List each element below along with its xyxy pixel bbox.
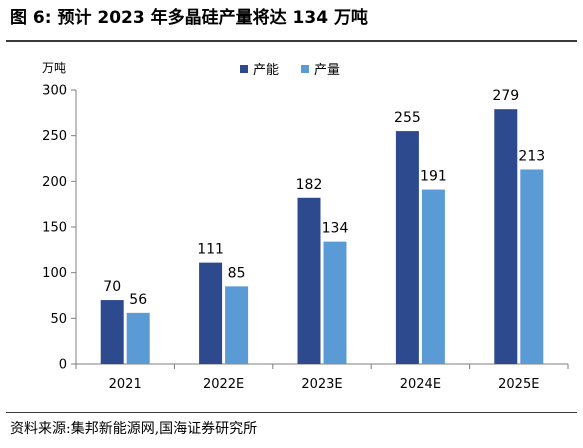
x-tick-label: 2025E <box>498 377 539 392</box>
chart-title: 图 6: 预计 2023 年多晶硅产量将达 134 万吨 <box>10 8 368 28</box>
bar-capacity <box>297 197 321 364</box>
bar-output <box>520 169 544 364</box>
bar-capacity <box>100 300 124 364</box>
data-label-output: 191 <box>420 169 447 185</box>
y-tick-label: 250 <box>42 129 67 144</box>
x-tick-label: 2024E <box>400 377 441 392</box>
bar-output <box>421 189 445 364</box>
x-tick-label: 2023E <box>301 377 342 392</box>
x-axis: 2021 2022E 2023E 2024E 2025E <box>75 363 569 392</box>
legend-label-capacity: 产能 <box>253 63 279 78</box>
y-tick-label: 50 <box>50 312 67 327</box>
y-axis-unit-label: 万吨 <box>42 61 66 75</box>
title-divider <box>6 40 577 42</box>
bar-output <box>126 312 150 364</box>
bar-capacity <box>494 109 518 365</box>
bar-output <box>225 286 249 364</box>
y-tick-label: 100 <box>42 266 67 281</box>
y-tick-label: 300 <box>42 84 67 99</box>
data-label-output: 56 <box>129 292 147 308</box>
y-tick-label: 200 <box>42 175 67 190</box>
legend-swatch-capacity <box>240 65 248 73</box>
bar-output <box>323 241 347 364</box>
y-tick-label: 150 <box>42 221 67 236</box>
legend-label-output: 产量 <box>314 63 340 78</box>
data-label-capacity: 279 <box>492 88 519 104</box>
data-label-capacity: 70 <box>103 279 121 295</box>
x-tick-label: 2022E <box>203 377 244 392</box>
bar-capacity <box>199 262 223 364</box>
y-axis: 0 50 100 150 200 250 300 <box>42 84 77 373</box>
data-label-output: 213 <box>518 148 545 164</box>
y-tick-label: 0 <box>59 358 67 373</box>
data-label-capacity: 111 <box>197 242 224 258</box>
legend-swatch-output <box>301 65 309 73</box>
source-note: 资料来源:集邦新能源网,国海证券研究所 <box>10 421 258 437</box>
bar-capacity <box>395 131 419 364</box>
data-label-output: 134 <box>322 221 349 237</box>
bars <box>100 109 544 365</box>
data-label-output: 85 <box>228 265 246 281</box>
source-divider <box>6 412 577 413</box>
data-labels: 70 111 182 255 279 56 85 134 191 213 <box>103 88 545 308</box>
x-tick-label: 2021 <box>109 377 142 392</box>
data-label-capacity: 182 <box>296 177 323 193</box>
data-label-capacity: 255 <box>394 110 421 126</box>
legend: 产能 产量 <box>240 63 340 78</box>
